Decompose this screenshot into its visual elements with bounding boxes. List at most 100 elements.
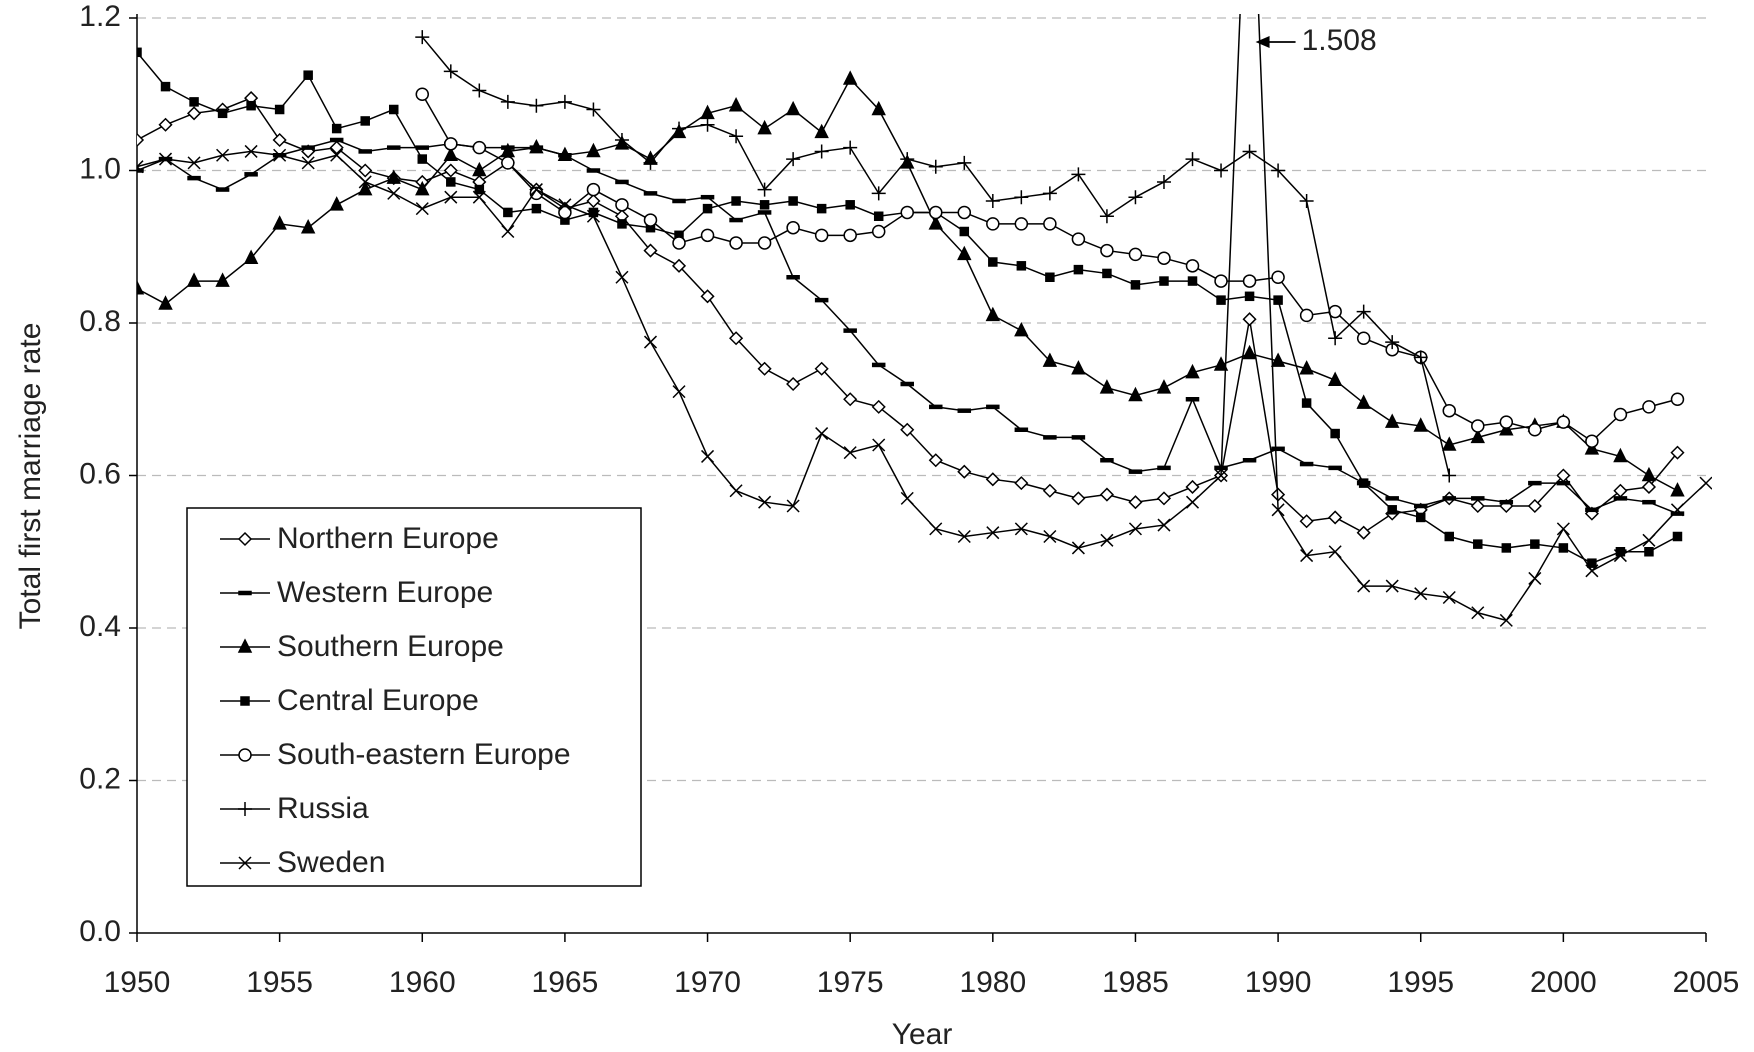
marker bbox=[1358, 478, 1369, 488]
marker bbox=[329, 196, 344, 211]
marker bbox=[957, 245, 972, 261]
marker bbox=[158, 117, 173, 132]
marker bbox=[1328, 510, 1343, 525]
marker bbox=[843, 328, 857, 333]
marker bbox=[1527, 498, 1542, 514]
marker bbox=[1670, 511, 1685, 516]
marker bbox=[301, 156, 315, 170]
y-tick-label: 0.6 bbox=[79, 457, 121, 490]
marker bbox=[501, 224, 515, 239]
marker bbox=[757, 182, 772, 197]
marker bbox=[1099, 209, 1114, 224]
marker bbox=[137, 280, 145, 295]
marker bbox=[300, 219, 316, 234]
marker bbox=[557, 146, 573, 161]
marker bbox=[814, 123, 829, 139]
marker bbox=[929, 522, 943, 536]
marker bbox=[529, 98, 544, 113]
marker bbox=[843, 392, 858, 407]
marker bbox=[1385, 335, 1400, 350]
marker bbox=[871, 100, 886, 116]
marker bbox=[1585, 507, 1599, 513]
marker bbox=[643, 243, 658, 258]
marker bbox=[1470, 428, 1485, 444]
x-tick-label: 1960 bbox=[389, 966, 456, 999]
marker bbox=[1670, 445, 1685, 460]
marker bbox=[1613, 549, 1627, 563]
marker bbox=[1356, 525, 1371, 540]
marker bbox=[843, 228, 857, 243]
legend-label: Central Europe bbox=[277, 684, 479, 717]
marker bbox=[900, 381, 914, 387]
marker bbox=[1357, 579, 1371, 593]
marker bbox=[415, 202, 429, 216]
marker bbox=[500, 94, 515, 109]
marker bbox=[1185, 152, 1200, 167]
marker bbox=[1556, 522, 1570, 536]
marker bbox=[1242, 144, 1257, 159]
marker bbox=[1413, 503, 1428, 509]
marker bbox=[1356, 304, 1371, 319]
marker bbox=[1471, 496, 1485, 501]
marker bbox=[1216, 295, 1226, 305]
marker bbox=[1328, 545, 1342, 559]
marker bbox=[1185, 495, 1200, 509]
marker bbox=[1356, 394, 1371, 409]
marker bbox=[1014, 321, 1029, 337]
marker bbox=[301, 145, 315, 150]
marker bbox=[731, 196, 741, 206]
marker bbox=[274, 104, 285, 115]
marker bbox=[189, 97, 199, 107]
marker bbox=[957, 408, 972, 413]
marker bbox=[586, 168, 601, 173]
x-tick-label: 1985 bbox=[1102, 966, 1169, 999]
marker bbox=[1299, 461, 1314, 467]
marker bbox=[1042, 352, 1058, 367]
marker bbox=[842, 70, 858, 85]
marker bbox=[1471, 606, 1485, 620]
marker bbox=[957, 464, 972, 479]
marker bbox=[1043, 217, 1057, 231]
marker bbox=[729, 217, 743, 223]
x-axis-label: Year bbox=[892, 1018, 953, 1051]
marker bbox=[1214, 468, 1228, 483]
marker bbox=[1641, 479, 1657, 494]
legend-label: Western Europe bbox=[277, 576, 493, 609]
marker bbox=[758, 495, 772, 509]
marker bbox=[1042, 483, 1057, 498]
marker bbox=[1528, 423, 1542, 437]
marker bbox=[137, 160, 144, 174]
marker bbox=[900, 205, 914, 220]
marker bbox=[1530, 539, 1540, 549]
marker bbox=[1102, 268, 1112, 279]
y-tick-label: 1.0 bbox=[79, 152, 121, 185]
marker bbox=[700, 228, 715, 243]
marker bbox=[1641, 466, 1657, 482]
legend-label: Northern Europe bbox=[277, 522, 499, 555]
marker bbox=[672, 385, 686, 399]
marker bbox=[472, 190, 486, 204]
marker bbox=[1670, 503, 1685, 517]
marker bbox=[1587, 558, 1597, 568]
marker bbox=[246, 100, 256, 111]
marker bbox=[643, 335, 658, 349]
marker bbox=[1014, 190, 1029, 205]
marker bbox=[217, 108, 228, 119]
marker bbox=[672, 236, 686, 250]
marker bbox=[786, 376, 801, 392]
marker bbox=[786, 499, 800, 513]
marker bbox=[1642, 499, 1656, 505]
marker bbox=[1330, 428, 1340, 439]
marker bbox=[757, 236, 772, 250]
marker bbox=[986, 526, 1000, 540]
marker bbox=[238, 590, 252, 596]
marker bbox=[871, 362, 886, 368]
marker bbox=[1499, 499, 1514, 505]
marker bbox=[814, 144, 829, 159]
marker bbox=[1187, 276, 1198, 286]
marker bbox=[929, 404, 943, 410]
marker bbox=[757, 210, 772, 215]
marker bbox=[187, 175, 201, 181]
marker bbox=[1558, 543, 1569, 553]
marker bbox=[1157, 518, 1171, 532]
